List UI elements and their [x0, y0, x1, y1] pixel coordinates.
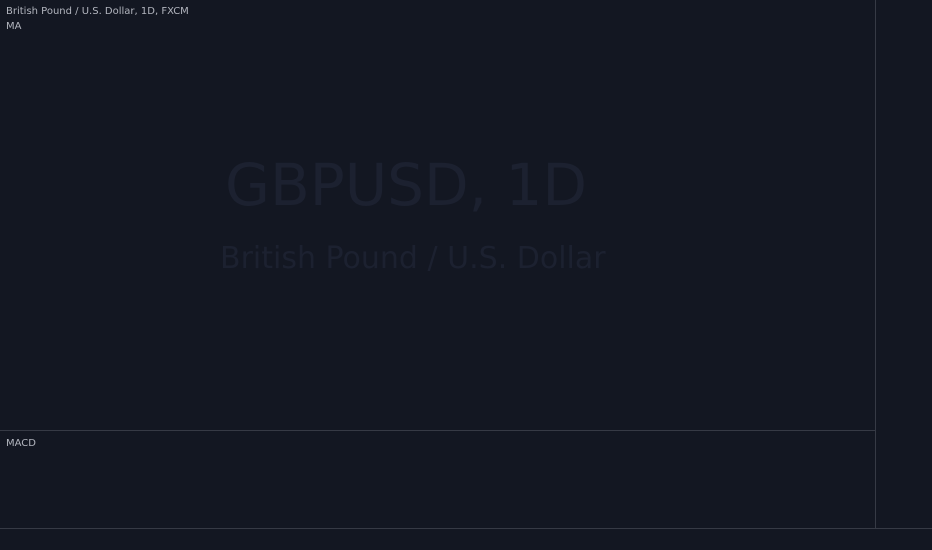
chart-title: British Pound / U.S. Dollar, 1D, FXCM — [6, 6, 189, 17]
macd-title: MACD — [6, 438, 36, 449]
indicator-label: MA — [6, 21, 22, 32]
watermark: GBPUSD, 1D — [225, 151, 587, 219]
watermark-subtitle: British Pound / U.S. Dollar — [220, 241, 606, 276]
